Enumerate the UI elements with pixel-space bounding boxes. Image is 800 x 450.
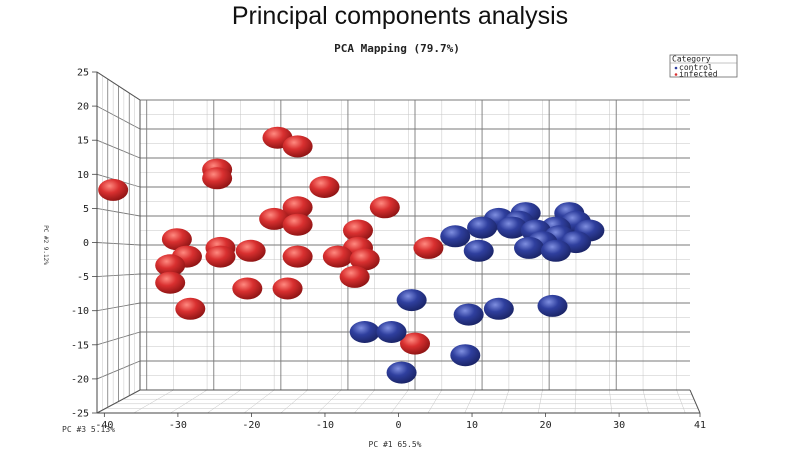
data-points [98, 126, 605, 384]
point-infected [282, 135, 313, 158]
point-control [440, 225, 471, 248]
point-infected [322, 245, 353, 268]
x-axis-label: PC #1 65.5% [369, 440, 422, 449]
y-tick-label: -25 [71, 409, 89, 420]
point-control [497, 216, 528, 239]
point-infected [202, 167, 233, 190]
point-control [396, 289, 427, 312]
y-tick-label: 5 [83, 204, 89, 215]
chart-title: PCA Mapping (79.7%) [334, 42, 460, 55]
point-infected [282, 196, 313, 219]
legend: Category control infected [669, 55, 738, 79]
point-infected [349, 248, 380, 271]
point-infected [309, 176, 340, 198]
point-infected [342, 219, 373, 242]
point-control [376, 321, 407, 343]
point-infected [205, 245, 236, 268]
axes: 25 20 15 10 5 0 -5 -10 -15 -20 -25 -40 -30 -20 -10 0 10 2… [71, 68, 706, 432]
legend-marker-infected [674, 73, 678, 76]
x-tick-label: -40 [95, 420, 113, 431]
y-tick-label: 15 [77, 136, 89, 147]
legend-entry-control: control [679, 63, 713, 72]
y-tick-label: -10 [71, 306, 89, 317]
point-control [514, 236, 545, 259]
y-tick-label: 0 [83, 238, 89, 249]
point-infected [235, 239, 266, 262]
point-infected [259, 207, 290, 230]
slide-title: Principal components analysis [231, 2, 569, 30]
point-infected [282, 245, 313, 268]
point-control [450, 344, 481, 367]
point-infected [282, 213, 313, 236]
x-tick-label: 20 [540, 420, 552, 431]
y-tick-label: -20 [71, 374, 89, 385]
point-infected [175, 297, 206, 320]
point-infected [272, 277, 303, 300]
point-infected [98, 178, 129, 201]
point-control [483, 297, 514, 320]
point-infected [369, 196, 400, 219]
point-control [349, 321, 380, 343]
x-tick-label: -10 [316, 420, 334, 431]
point-infected [161, 228, 192, 251]
y-tick-label: 10 [77, 170, 89, 181]
point-infected [413, 236, 444, 259]
x-tick-label: -30 [169, 420, 187, 431]
x-tick-label: 0 [395, 420, 401, 431]
x-tick-label: 41 [694, 420, 706, 431]
point-infected [232, 277, 263, 300]
point-infected [155, 254, 186, 277]
x-tick-label: 30 [613, 420, 625, 431]
z-axis-label: PC #3 5.13% [62, 425, 115, 434]
point-infected [339, 265, 370, 288]
point-control [537, 294, 568, 317]
point-control [463, 239, 494, 262]
point-control [386, 361, 417, 384]
point-infected [155, 271, 186, 294]
x-tick-label: 10 [466, 420, 478, 431]
legend-marker-control [674, 66, 678, 70]
point-control [467, 216, 498, 239]
legend-entry-infected: infected [679, 70, 718, 79]
legend-title: Category [672, 55, 711, 64]
point-infected [400, 332, 430, 355]
y-tick-label: -5 [77, 272, 89, 283]
y-tick-label: -15 [71, 340, 89, 351]
point-control [540, 239, 571, 262]
y-tick-label: 25 [77, 68, 89, 79]
y-axis-label: PC #2 9.12% [42, 225, 49, 265]
point-control [453, 303, 484, 326]
y-tick-label: 20 [77, 102, 89, 113]
x-tick-label: -20 [242, 420, 260, 431]
